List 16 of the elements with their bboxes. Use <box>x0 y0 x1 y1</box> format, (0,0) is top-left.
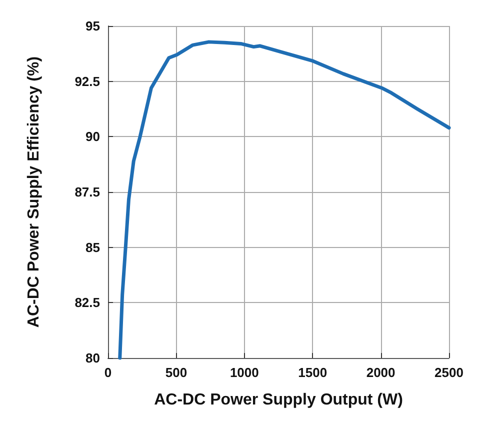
line-series <box>118 40 451 360</box>
y-tick-label: 82.5 <box>74 295 100 310</box>
x-tick-label: 2500 <box>434 365 464 380</box>
x-axis-title: AC-DC Power Supply Output (W) <box>154 392 403 408</box>
y-axis-title: AC-DC Power Supply Efficiency (%) <box>26 56 42 328</box>
x-tick-label: 2000 <box>366 365 396 380</box>
y-tick-label: 85 <box>86 240 100 255</box>
x-tick-label: 1500 <box>298 365 328 380</box>
y-tick-label: 90 <box>86 129 100 144</box>
y-tick-label: 95 <box>86 18 100 34</box>
x-tick-label: 0 <box>104 365 112 380</box>
y-tick-label: 80 <box>86 350 100 366</box>
y-tick-label: 87.5 <box>74 184 100 200</box>
y-tick-label: 92.5 <box>74 74 100 89</box>
x-tick-label: 500 <box>165 365 188 380</box>
x-tick-label: 1000 <box>230 365 259 380</box>
